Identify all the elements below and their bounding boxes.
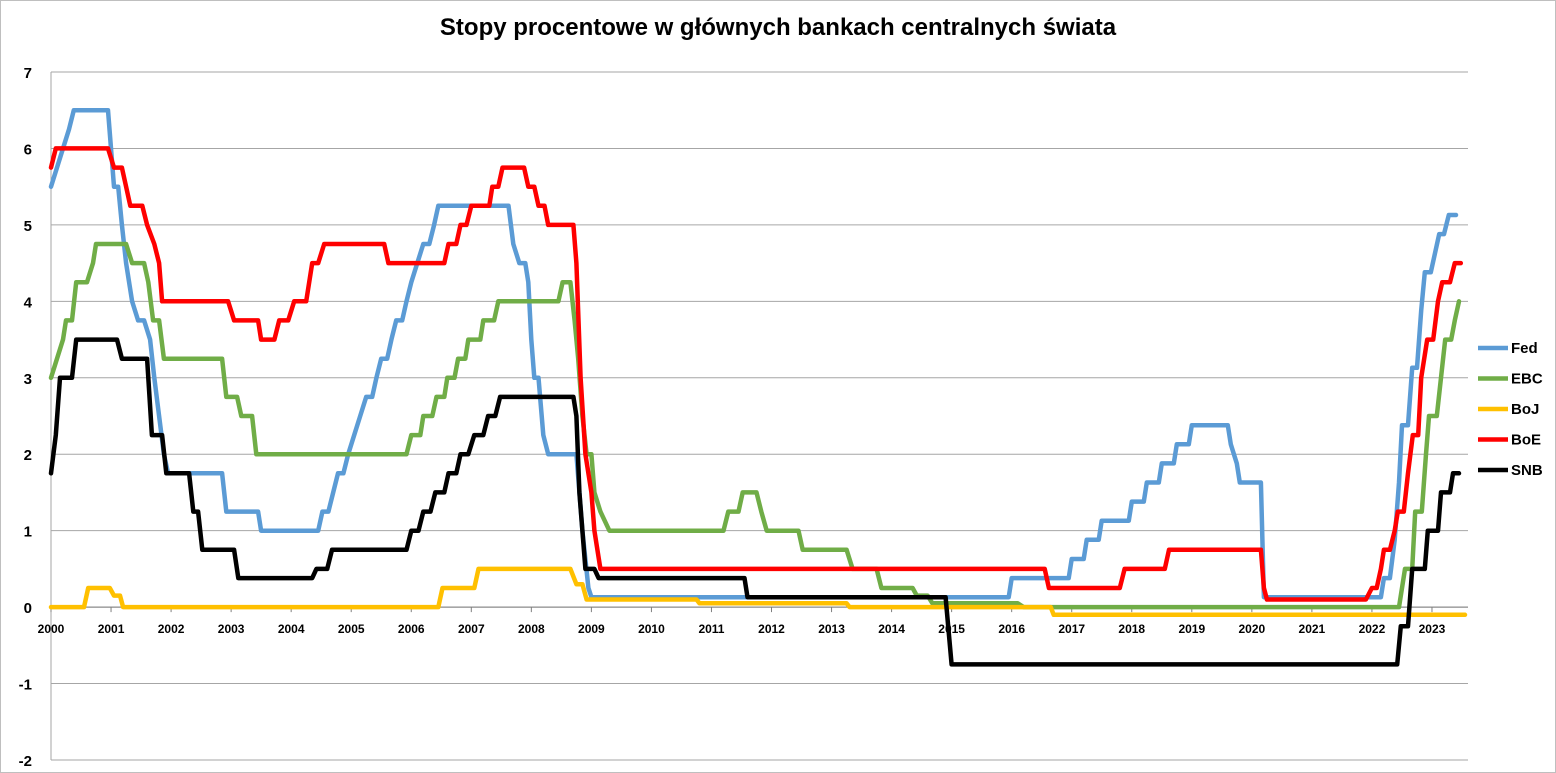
x-tick-label: 2023 bbox=[1419, 622, 1446, 636]
x-tick-label: 2006 bbox=[398, 622, 425, 636]
legend: Fed EBC BoJ BoE SNB bbox=[1478, 340, 1543, 479]
x-axis: 2000 2001 2002 2003 2004 2005 2006 2007 2008 2009… bbox=[38, 606, 1468, 636]
x-tick-label: 2002 bbox=[158, 622, 185, 636]
legend-label-fed: Fed bbox=[1511, 340, 1538, 357]
series-layer bbox=[48, 107, 1468, 667]
y-tick-label: 2 bbox=[24, 447, 32, 464]
y-tick-label: 4 bbox=[24, 294, 33, 311]
x-tick-label: 2003 bbox=[218, 622, 245, 636]
y-tick-label: -1 bbox=[19, 677, 32, 694]
y-tick-label: -2 bbox=[19, 753, 32, 770]
x-tick-label: 2017 bbox=[1058, 622, 1085, 636]
x-tick-label: 2001 bbox=[98, 622, 125, 636]
x-tick-label: 2018 bbox=[1118, 622, 1145, 636]
series-line-boj bbox=[48, 566, 1468, 618]
legend-label-ebc: EBC bbox=[1511, 371, 1543, 388]
x-tick-label: 2021 bbox=[1299, 622, 1326, 636]
x-tick-label: 2005 bbox=[338, 622, 365, 636]
x-tick-label: 2020 bbox=[1238, 622, 1265, 636]
series-line-snb bbox=[48, 337, 1462, 667]
x-tick-label: 2010 bbox=[638, 622, 665, 636]
series-line-fed bbox=[48, 107, 1459, 600]
x-tick-label: 2007 bbox=[458, 622, 485, 636]
x-tick-label: 2016 bbox=[998, 622, 1025, 636]
y-tick-label: 7 bbox=[24, 65, 32, 82]
x-tick-label: 2000 bbox=[38, 622, 65, 636]
x-tick-label: 2012 bbox=[758, 622, 785, 636]
y-tick-label: 0 bbox=[24, 600, 32, 617]
x-tick-label: 2019 bbox=[1178, 622, 1205, 636]
gridlines bbox=[51, 71, 1468, 761]
legend-label-snb: SNB bbox=[1511, 462, 1543, 479]
series-line-boe bbox=[48, 146, 1464, 602]
y-tick-label: 6 bbox=[24, 141, 32, 158]
y-tick-label: 5 bbox=[24, 218, 32, 235]
x-tick-label: 2013 bbox=[818, 622, 845, 636]
x-tick-label: 2008 bbox=[518, 622, 545, 636]
x-tick-label: 2009 bbox=[578, 622, 605, 636]
legend-label-boe: BoE bbox=[1511, 432, 1541, 449]
legend-label-boj: BoJ bbox=[1511, 401, 1539, 418]
y-tick-label: 1 bbox=[24, 524, 32, 541]
x-tick-label: 2022 bbox=[1359, 622, 1386, 636]
chart-title: Stopy procentowe w głównych bankach cent… bbox=[439, 14, 1117, 41]
x-tick-label: 2014 bbox=[878, 622, 905, 636]
series-line-ebc bbox=[48, 241, 1462, 610]
x-tick-label: 2015 bbox=[938, 622, 965, 636]
x-tick-label: 2004 bbox=[278, 622, 305, 636]
x-tick-label: 2011 bbox=[698, 622, 724, 636]
y-tick-label: 3 bbox=[24, 371, 32, 388]
y-axis: -2 -1 0 1 2 3 4 5 6 7 bbox=[19, 65, 52, 770]
